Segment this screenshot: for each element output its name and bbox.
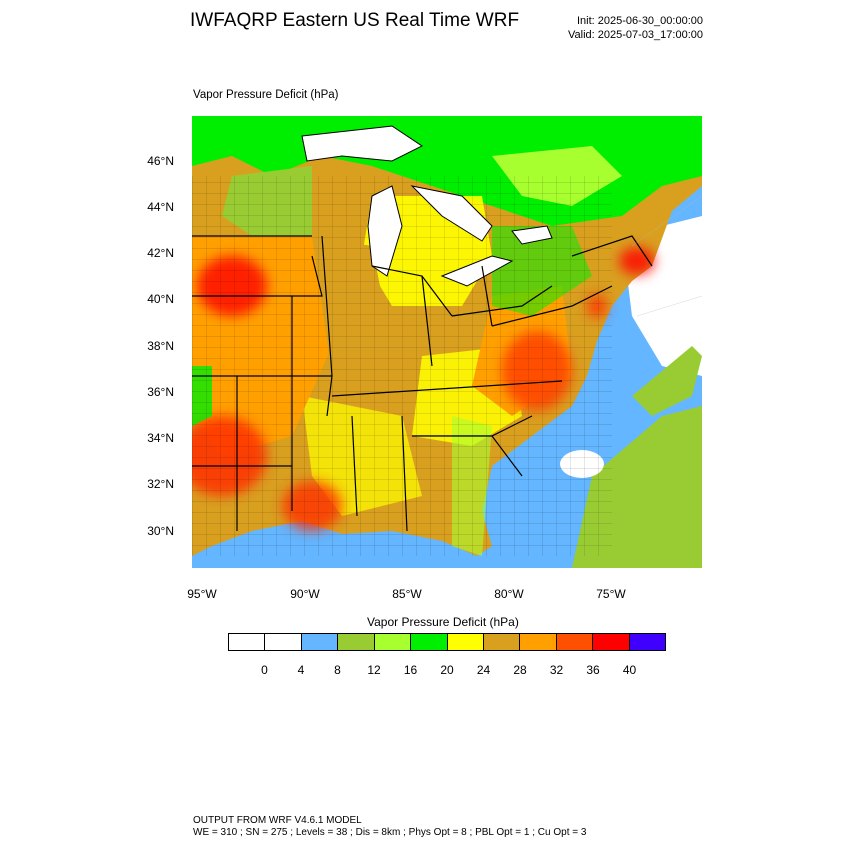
graticule <box>631 195 702 317</box>
model-info: OUTPUT FROM WRF V4.6.1 MODEL WE = 310 ; … <box>193 815 586 839</box>
colorbar-title: Vapor Pressure Deficit (hPa) <box>367 615 519 629</box>
lat-label: 34°N <box>147 431 174 445</box>
run-info: Init: 2025-06-30_00:00:00 Valid: 2025-07… <box>540 14 703 42</box>
colorbar-swatch <box>338 634 375 650</box>
colorbar-swatch <box>483 634 521 650</box>
colorbar-swatch <box>593 634 630 650</box>
colorbar-label: 0 <box>261 663 268 677</box>
lat-label: 38°N <box>147 339 174 353</box>
colorbar <box>228 633 666 651</box>
lat-label: 44°N <box>147 200 174 214</box>
colorbar-swatch <box>301 634 339 650</box>
colorbar-swatch <box>520 634 557 650</box>
lat-label: 36°N <box>147 385 174 399</box>
colorbar-label: 28 <box>513 663 527 677</box>
colorbar-swatch <box>411 634 448 650</box>
colorbar-swatch <box>556 634 594 650</box>
lat-label: 42°N <box>147 246 174 260</box>
lat-label: 32°N <box>147 477 174 491</box>
lake-ontario <box>511 225 553 245</box>
lon-label: 95°W <box>187 587 217 601</box>
lon-label: 80°W <box>494 587 524 601</box>
colorbar-swatch <box>447 634 484 650</box>
lat-label: 40°N <box>147 292 174 306</box>
lon-label: 90°W <box>290 587 320 601</box>
colorbar-label: 16 <box>403 663 418 677</box>
colorbar-label: 20 <box>440 663 454 677</box>
map-plot <box>192 116 702 568</box>
colorbar-label: 32 <box>549 663 564 677</box>
lake-erie <box>440 255 514 287</box>
lake-superior <box>301 125 423 162</box>
model-info-line1: OUTPUT FROM WRF V4.6.1 MODEL <box>193 815 362 826</box>
colorbar-label: 8 <box>334 663 341 677</box>
model-info-line2: WE = 310 ; SN = 275 ; Levels = 38 ; Dis … <box>193 827 587 838</box>
state-borders <box>192 235 653 532</box>
atlantic-green-patch <box>632 346 702 416</box>
land-area <box>192 116 702 556</box>
lon-label: 85°W <box>392 587 422 601</box>
colorbar-swatch <box>265 634 302 650</box>
lat-label: 30°N <box>147 524 174 538</box>
colorbar-label: 36 <box>586 663 600 677</box>
colorbar-swatch <box>629 634 666 650</box>
lake-michigan <box>367 185 403 277</box>
colorbar-swatch <box>229 634 266 650</box>
lat-label: 46°N <box>147 154 174 168</box>
colorbar-swatch <box>374 634 412 650</box>
lake-huron <box>410 185 493 242</box>
vpd-map-svg <box>192 116 702 568</box>
colorbar-label: 12 <box>367 663 381 677</box>
lon-label: 75°W <box>596 587 626 601</box>
colorbar-label: 40 <box>622 663 637 677</box>
colorbar-label: 4 <box>297 663 305 677</box>
init-time: Init: 2025-06-30_00:00:00 <box>577 15 703 27</box>
colorbar-label: 24 <box>476 663 491 677</box>
valid-time: Valid: 2025-07-03_17:00:00 <box>568 29 703 41</box>
plot-title: IWFAQRP Eastern US Real Time WRF <box>190 10 520 31</box>
great-lakes <box>301 125 553 287</box>
variable-label: Vapor Pressure Deficit (hPa) <box>193 89 339 101</box>
